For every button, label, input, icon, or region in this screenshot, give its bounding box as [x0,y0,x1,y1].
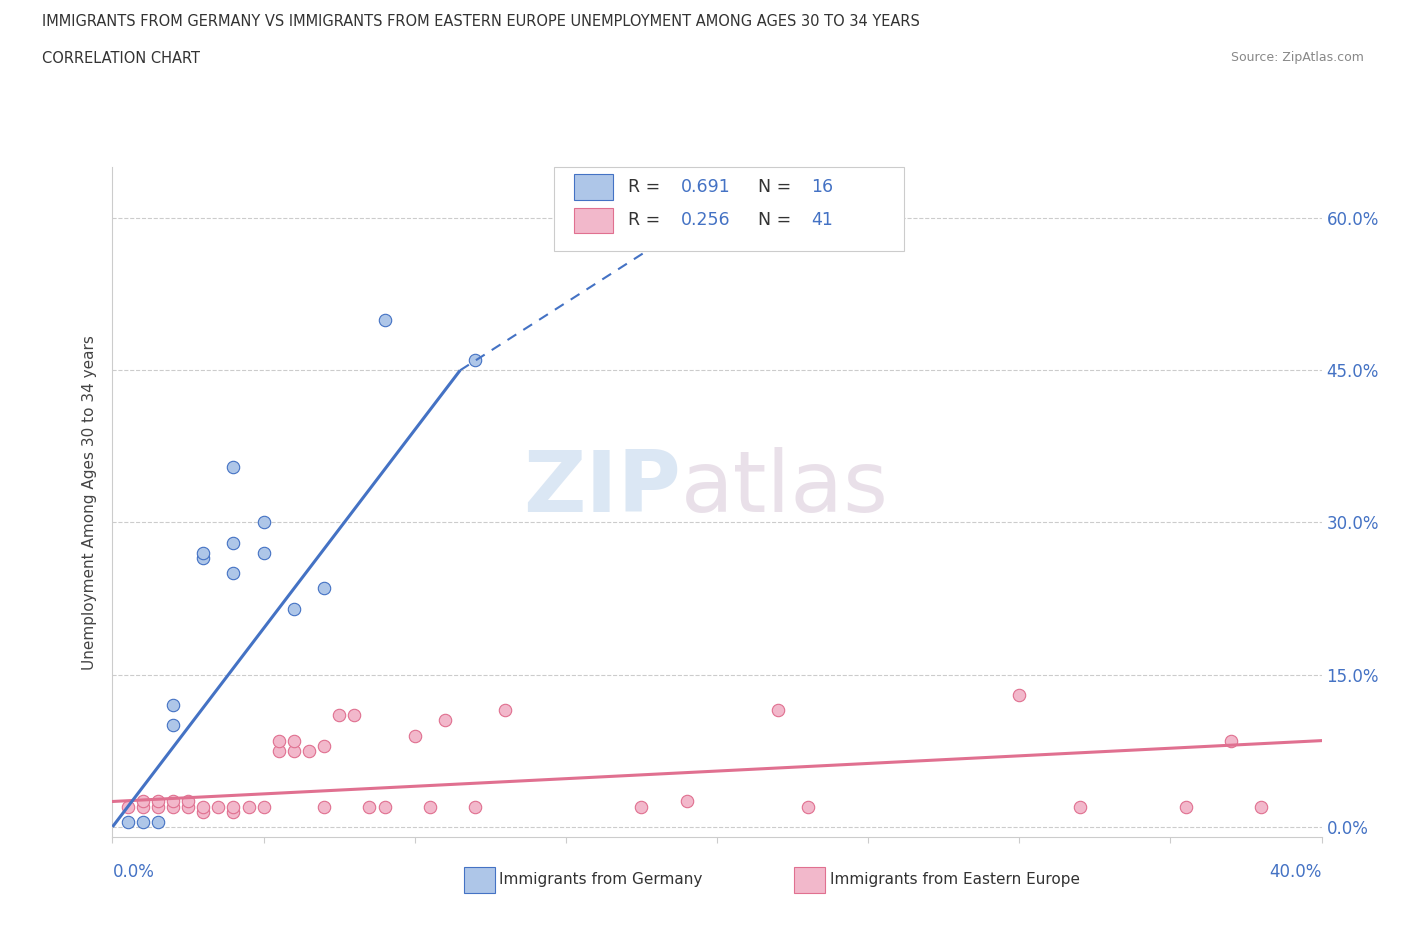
Point [796,799,818,814]
Point [162,799,184,814]
Point [1069,799,1091,814]
Point [191,799,214,814]
FancyBboxPatch shape [575,207,613,233]
Point [238,799,260,814]
Point [283,733,305,748]
Point [630,799,652,814]
Text: atlas: atlas [681,447,889,530]
Text: 0.256: 0.256 [681,211,730,230]
Point [162,794,184,809]
Point [146,815,169,830]
Point [253,546,276,561]
Point [314,738,336,753]
Point [117,815,139,830]
Text: R =: R = [627,178,665,196]
Point [1174,799,1197,814]
Text: 16: 16 [811,178,834,196]
Point [132,799,155,814]
Point [222,565,245,580]
Point [298,743,321,758]
Point [146,799,169,814]
FancyBboxPatch shape [575,174,613,200]
Text: R =: R = [627,211,665,230]
Point [283,743,305,758]
Text: Source: ZipAtlas.com: Source: ZipAtlas.com [1230,51,1364,64]
Point [359,799,381,814]
Point [374,312,396,327]
Point [222,459,245,474]
Text: ZIP: ZIP [523,447,681,530]
Point [404,728,426,743]
FancyBboxPatch shape [554,167,904,251]
Point [433,713,456,728]
Text: IMMIGRANTS FROM GERMANY VS IMMIGRANTS FROM EASTERN EUROPE UNEMPLOYMENT AMONG AGE: IMMIGRANTS FROM GERMANY VS IMMIGRANTS FR… [42,14,920,29]
Text: N =: N = [758,211,797,230]
Point [283,602,305,617]
Point [675,794,697,809]
Point [222,536,245,551]
Point [207,799,229,814]
Point [132,794,155,809]
Point [343,708,366,723]
Point [117,799,139,814]
Text: 0.691: 0.691 [681,178,731,196]
Text: 0.0%: 0.0% [112,863,155,881]
Point [267,733,290,748]
Point [222,804,245,819]
Point [314,799,336,814]
Point [253,799,276,814]
Point [222,799,245,814]
Point [495,703,517,718]
Point [146,794,169,809]
Text: 41: 41 [811,211,834,230]
Point [328,708,350,723]
Text: Immigrants from Germany: Immigrants from Germany [499,872,703,887]
Point [766,703,789,718]
Point [464,799,486,814]
Text: N =: N = [758,178,797,196]
Point [314,581,336,596]
Text: CORRELATION CHART: CORRELATION CHART [42,51,200,66]
Y-axis label: Unemployment Among Ages 30 to 34 years: Unemployment Among Ages 30 to 34 years [82,335,97,670]
Point [132,815,155,830]
Point [177,794,200,809]
Point [1250,799,1272,814]
Point [162,718,184,733]
Point [1220,733,1243,748]
Point [253,515,276,530]
Point [1008,687,1031,702]
Point [374,799,396,814]
Point [267,743,290,758]
Point [419,799,441,814]
Point [191,804,214,819]
Point [464,352,486,367]
Point [177,799,200,814]
Text: 40.0%: 40.0% [1270,863,1322,881]
Text: Immigrants from Eastern Europe: Immigrants from Eastern Europe [830,872,1080,887]
Point [191,546,214,561]
Point [191,551,214,565]
Point [162,698,184,712]
